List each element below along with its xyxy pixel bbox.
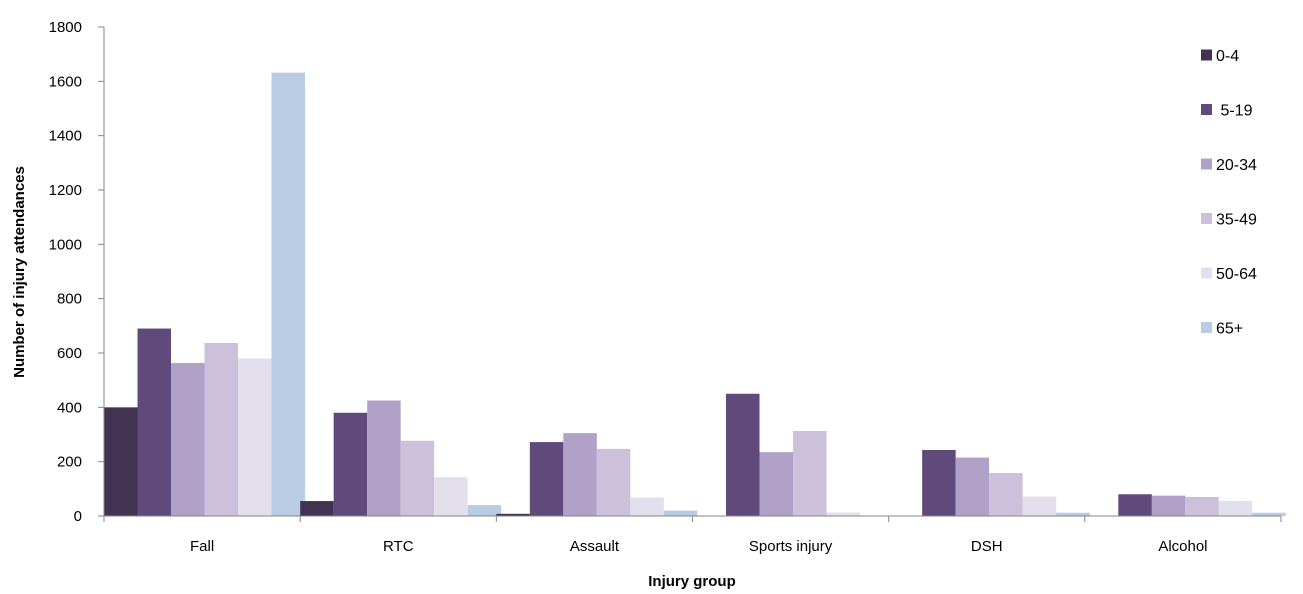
legend-label: 5-19	[1216, 103, 1253, 120]
legend-swatch	[1201, 104, 1212, 115]
bar	[989, 473, 1023, 516]
legend-label: 50-64	[1216, 266, 1257, 283]
x-axis-title: Injury group	[648, 573, 736, 590]
bar	[529, 442, 564, 516]
bar	[204, 342, 238, 516]
y-tick-label: 1000	[49, 236, 82, 253]
y-tick-label: 1600	[49, 73, 82, 90]
bar	[630, 497, 664, 516]
bar	[726, 393, 760, 516]
legend: 0-4 5-19 20-34 35-49 50-64 65+	[1201, 48, 1257, 338]
bar	[300, 501, 334, 516]
bar	[1252, 512, 1286, 516]
legend-swatch	[1201, 49, 1212, 61]
x-tick-label: DSH	[971, 538, 1003, 555]
bar	[467, 505, 502, 516]
legend-label: 20-34	[1216, 157, 1257, 174]
bar	[759, 452, 793, 516]
y-tick-label: 1400	[49, 128, 82, 145]
legend-swatch	[1201, 158, 1212, 170]
bar	[137, 328, 171, 516]
bars	[104, 72, 1286, 516]
bar	[496, 513, 530, 516]
bar	[1151, 495, 1186, 516]
bar	[922, 449, 956, 516]
y-tick-label: 0	[74, 508, 82, 525]
bar	[171, 363, 205, 516]
legend-label: 0-4	[1216, 48, 1239, 65]
x-tick-label: RTC	[383, 538, 414, 555]
y-tick-label: 1800	[49, 19, 82, 36]
legend-swatch	[1201, 213, 1212, 224]
bar	[367, 400, 401, 516]
bar	[1056, 512, 1090, 516]
bar	[1022, 496, 1057, 516]
bar	[333, 412, 368, 516]
x-tick-label: Sports injury	[749, 538, 833, 555]
bar	[1118, 494, 1152, 516]
y-tick-label: 600	[57, 345, 82, 362]
bar	[238, 358, 272, 516]
bar	[434, 477, 468, 516]
y-tick-label: 400	[57, 399, 82, 416]
bar	[400, 440, 435, 516]
x-tick-label: Alcohol	[1158, 538, 1207, 555]
bar	[955, 457, 990, 516]
bar	[271, 72, 305, 516]
bar	[1218, 501, 1253, 516]
bar	[793, 430, 827, 516]
bar	[563, 433, 597, 516]
legend-label: 35-49	[1216, 212, 1257, 229]
x-axis-ticks: Fall RTC Assault Sports injury DSH Alcohol	[103, 516, 1282, 555]
bar	[826, 512, 860, 516]
x-tick-label: Fall	[190, 538, 214, 555]
bar	[1185, 496, 1219, 516]
legend-label: 65+	[1216, 321, 1243, 338]
legend-swatch	[1201, 322, 1212, 333]
y-tick-label: 200	[57, 454, 82, 471]
y-tick-label: 1200	[49, 182, 82, 199]
bar	[663, 510, 698, 516]
y-axis-ticks: 0 200 400 600 800 1000 1200 1400 1600 1800	[49, 19, 104, 525]
x-tick-label: Assault	[570, 538, 620, 555]
bar	[104, 407, 138, 516]
bar	[596, 448, 631, 516]
y-axis-title: Number of injury attendances	[11, 166, 28, 378]
y-tick-label: 800	[57, 291, 82, 308]
legend-swatch	[1201, 267, 1212, 279]
